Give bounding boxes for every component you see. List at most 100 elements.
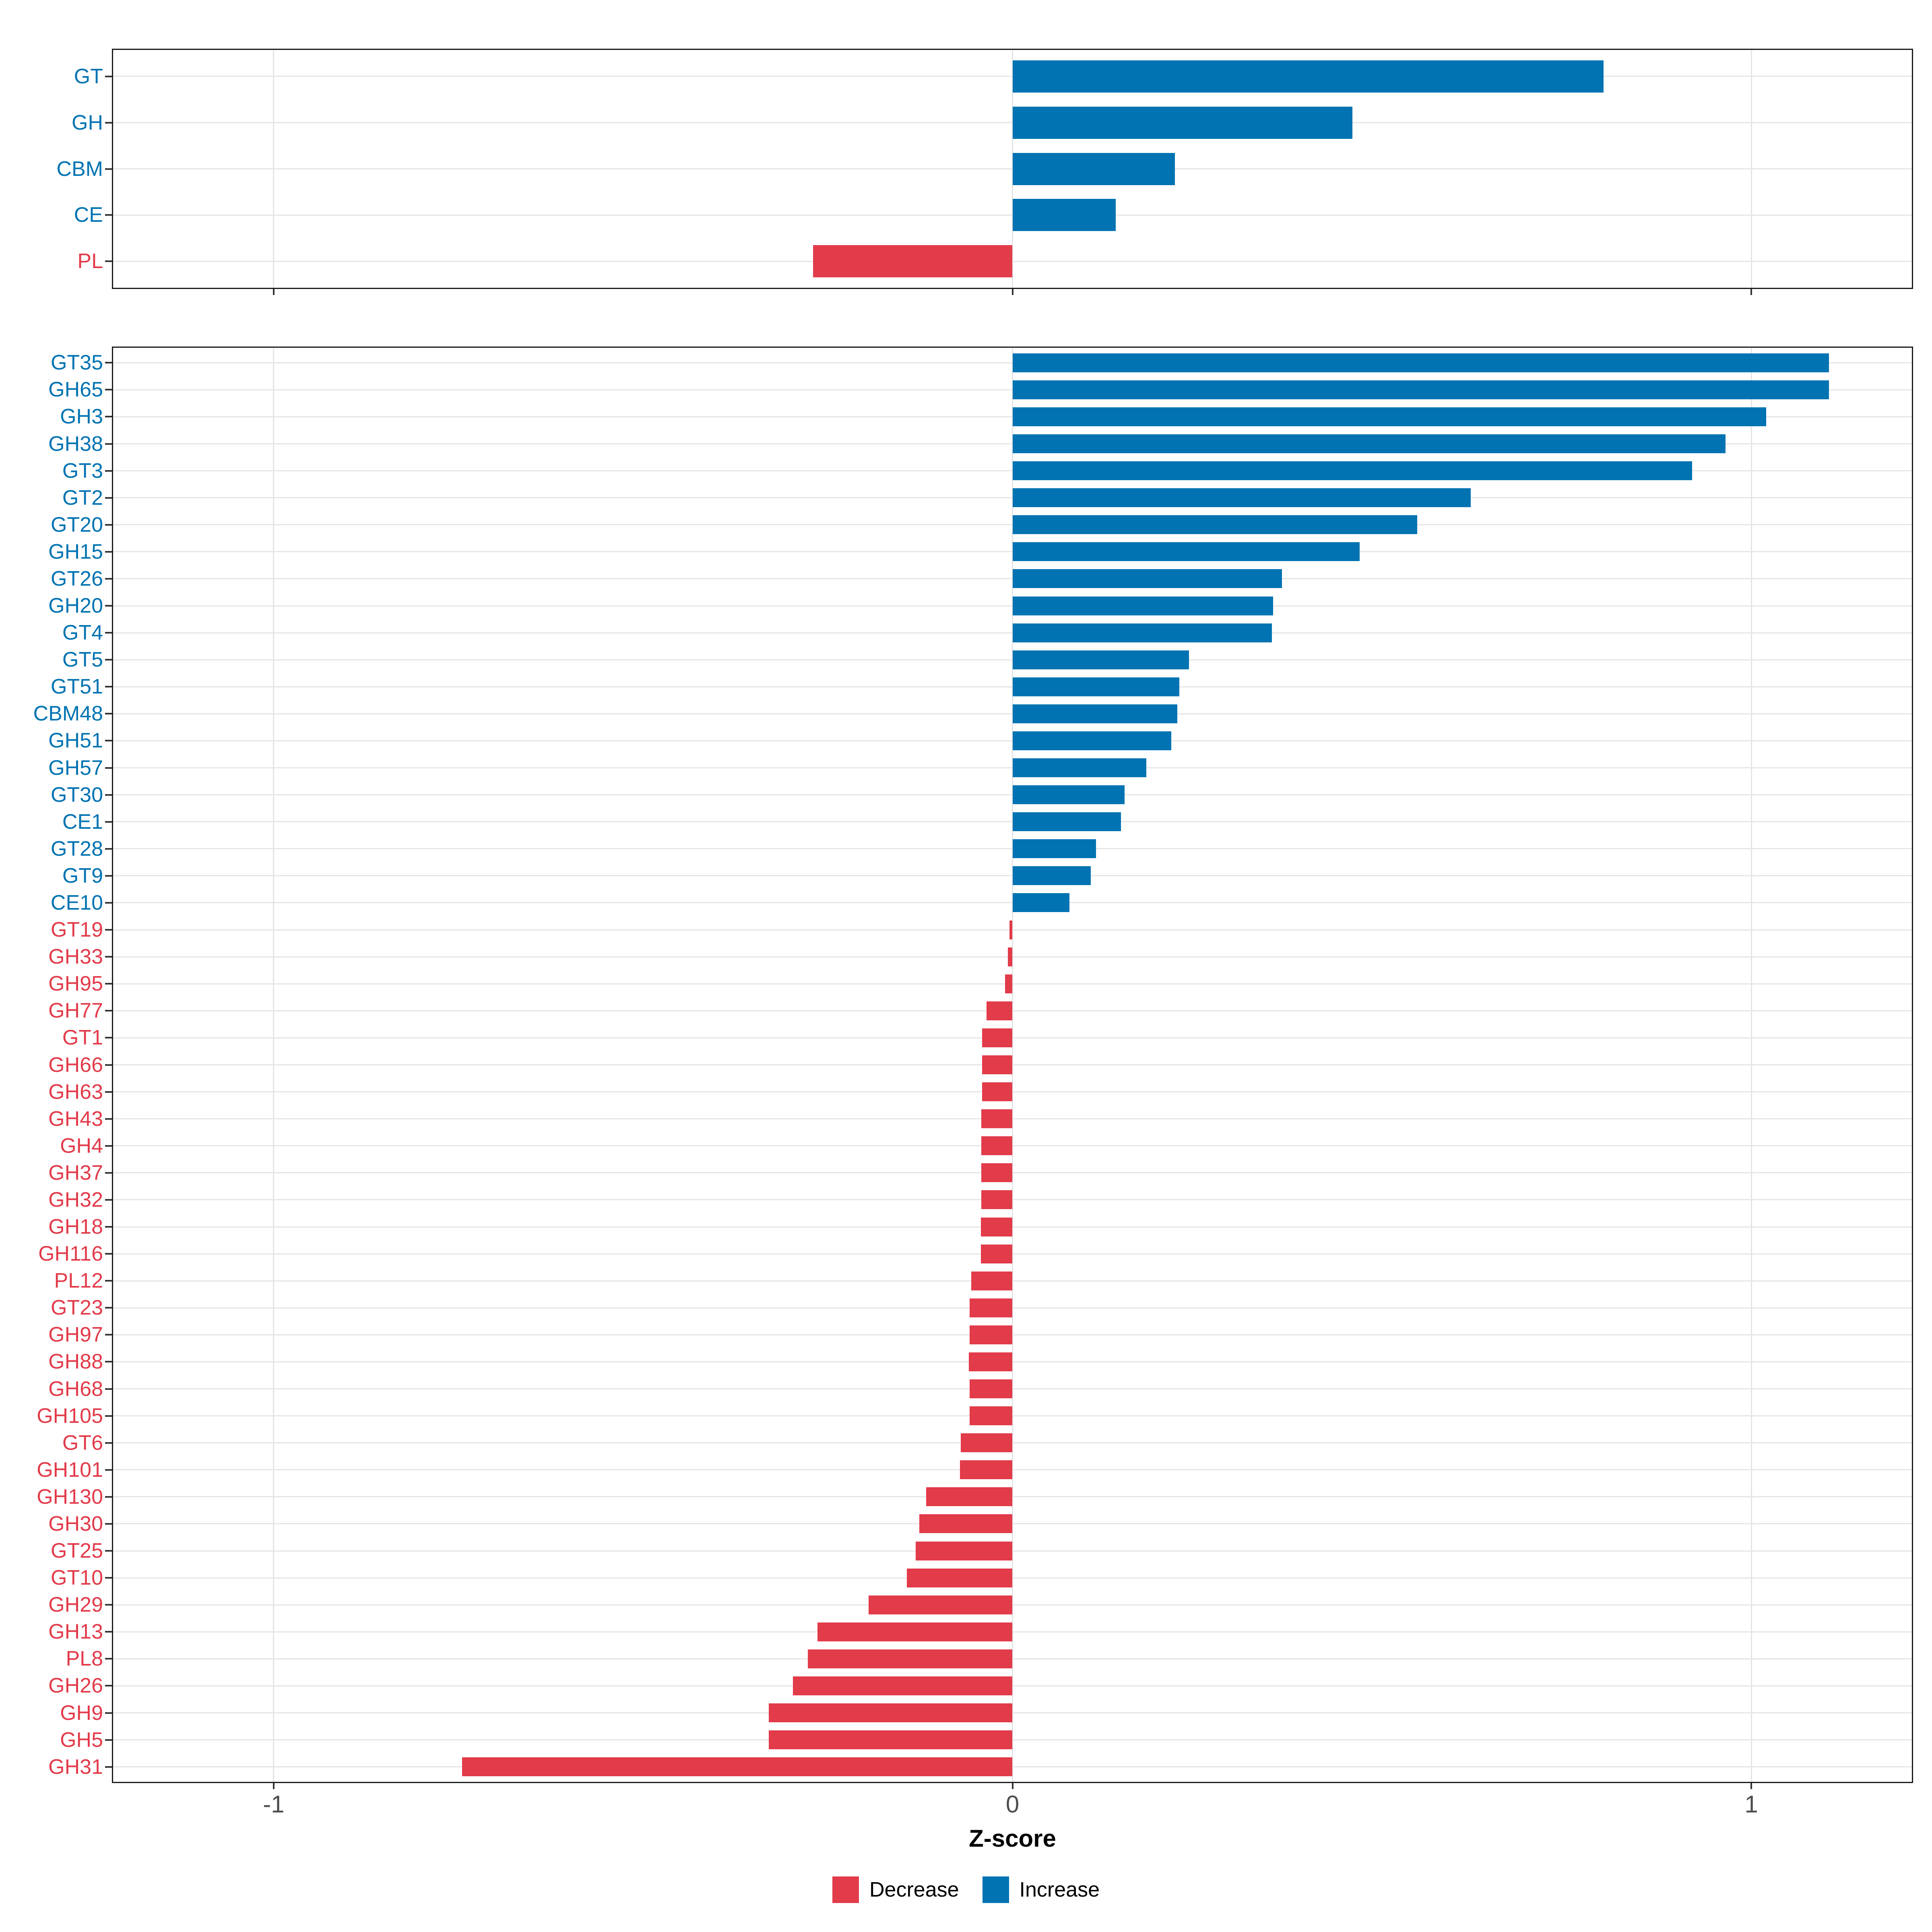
- horizontal-gridline: [112, 1010, 1913, 1011]
- bar-GT1: [982, 1028, 1013, 1047]
- horizontal-gridline: [112, 1091, 1913, 1093]
- row-label-GH68: GH68: [48, 1377, 103, 1401]
- row-label-GH30: GH30: [48, 1512, 103, 1536]
- row-label-GH43: GH43: [48, 1107, 103, 1131]
- family-zscore-panel: GT35 GH65 GH3 GH38 GT3 GT2 GT20 GH15 GT26 GH20 GT4…: [33, 347, 1913, 1789]
- row-label-GH77: GH77: [48, 999, 103, 1023]
- bar-GH130: [926, 1487, 1013, 1507]
- row-label-GT19: GT19: [50, 918, 103, 942]
- bar-CE1: [1012, 812, 1121, 832]
- horizontal-gridline: [112, 1523, 1913, 1525]
- horizontal-gridline: [112, 1253, 1913, 1255]
- y-axis-tick: [105, 497, 112, 499]
- bar-GT26: [1012, 569, 1282, 588]
- row-label-GT6: GT6: [62, 1431, 103, 1455]
- x-axis-tick: [1750, 289, 1752, 295]
- row-label-GH18: GH18: [48, 1215, 103, 1239]
- row-label-GH26: GH26: [48, 1674, 103, 1698]
- row-label-GH130: GH130: [37, 1485, 103, 1509]
- row-label-GT30: GT30: [50, 783, 103, 807]
- horizontal-gridline: [112, 1550, 1913, 1552]
- row-label-GT26: GT26: [50, 567, 103, 590]
- y-axis-tick: [105, 1631, 112, 1633]
- bar-GT23: [970, 1298, 1013, 1317]
- y-axis-tick: [105, 1334, 112, 1336]
- bar-GT6: [961, 1433, 1013, 1453]
- horizontal-gridline: [112, 1496, 1913, 1498]
- row-label-GH63: GH63: [48, 1080, 103, 1104]
- horizontal-gridline: [112, 956, 1913, 958]
- row-label-GT9: GT9: [62, 864, 103, 888]
- row-label-GH88: GH88: [48, 1350, 103, 1374]
- x-axis-title: Z-score: [969, 1825, 1056, 1852]
- row-label-PL: PL: [77, 250, 103, 273]
- horizontal-gridline: [112, 1739, 1913, 1741]
- y-axis-tick: [105, 1496, 112, 1498]
- bar-GT: [1012, 60, 1604, 93]
- bar-GH101: [960, 1460, 1013, 1480]
- horizontal-gridline: [112, 1766, 1913, 1768]
- horizontal-gridline: [112, 1469, 1913, 1471]
- horizontal-gridline: [112, 1577, 1913, 1579]
- y-axis-tick: [105, 1280, 112, 1282]
- y-axis-tick: [105, 1658, 112, 1660]
- bar-GH37: [981, 1163, 1013, 1183]
- row-label-CE1: CE1: [62, 810, 103, 834]
- row-label-GT20: GT20: [50, 513, 103, 537]
- bar-GH3: [1012, 407, 1766, 426]
- y-axis-tick: [105, 1145, 112, 1147]
- horizontal-gridline: [112, 1685, 1913, 1686]
- bar-GH4: [981, 1136, 1013, 1156]
- y-axis-tick: [105, 1550, 112, 1552]
- y-axis-tick: [105, 1469, 112, 1471]
- bar-GH32: [981, 1190, 1013, 1210]
- row-label-GH13: GH13: [48, 1620, 103, 1644]
- bar-GT25: [916, 1541, 1013, 1560]
- y-axis-tick: [105, 1712, 112, 1714]
- row-label-GH15: GH15: [48, 540, 103, 564]
- x-tick-label--1: -1: [263, 1791, 285, 1818]
- y-axis-tick: [105, 929, 112, 931]
- row-label-GT5: GT5: [62, 648, 103, 672]
- bar-CBM48: [1012, 704, 1177, 723]
- bar-GH29: [868, 1595, 1013, 1614]
- y-axis-tick: [105, 524, 112, 526]
- x-tick-label-1: 1: [1744, 1791, 1758, 1818]
- y-axis-tick: [105, 1010, 112, 1012]
- y-axis-tick: [105, 1577, 112, 1579]
- decrease-swatch-icon: [832, 1876, 859, 1903]
- horizontal-gridline: [112, 1415, 1913, 1417]
- y-axis-tick: [105, 75, 112, 77]
- bar-GH77: [987, 1001, 1013, 1020]
- bar-CE: [1012, 199, 1116, 231]
- legend-label: Decrease: [869, 1878, 959, 1901]
- y-axis-tick: [105, 632, 112, 634]
- row-label-GH9: GH9: [60, 1701, 103, 1725]
- horizontal-gridline: [112, 1604, 1913, 1606]
- y-axis-tick: [105, 794, 112, 796]
- y-axis-tick: [105, 983, 112, 985]
- row-label-GT35: GT35: [50, 351, 103, 375]
- y-axis-tick: [105, 1037, 112, 1039]
- horizontal-gridline: [112, 1226, 1913, 1228]
- y-axis-tick: [105, 875, 112, 877]
- bar-GH57: [1012, 758, 1146, 778]
- bar-GH26: [793, 1676, 1013, 1695]
- row-label-GH29: GH29: [48, 1593, 103, 1617]
- y-axis-tick: [105, 362, 112, 364]
- y-axis-tick: [105, 821, 112, 823]
- bar-GH30: [919, 1514, 1013, 1534]
- y-axis-tick: [105, 1064, 112, 1066]
- y-axis-tick: [105, 1118, 112, 1120]
- bar-GH33: [1008, 947, 1013, 966]
- bar-GH15: [1012, 542, 1360, 561]
- row-label-GT23: GT23: [50, 1296, 103, 1320]
- row-label-GT10: GT10: [50, 1566, 103, 1590]
- bar-GT20: [1012, 515, 1418, 535]
- bar-GT10: [907, 1568, 1013, 1587]
- x-axis-tick-labels: -1 0 1: [112, 1792, 1913, 1821]
- y-axis-tick: [105, 767, 112, 769]
- legend: Decrease Increase: [0, 1876, 1932, 1903]
- row-label-GH37: GH37: [48, 1161, 103, 1185]
